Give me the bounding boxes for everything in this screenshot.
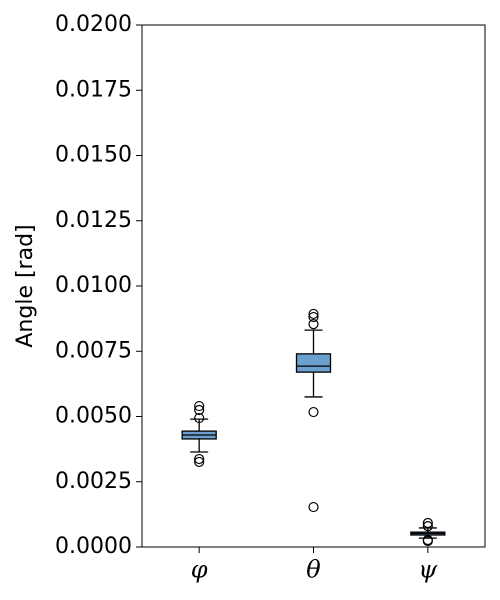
x-tick-label: φ	[191, 556, 208, 584]
outlier	[194, 400, 205, 412]
y-tick-label: 0.0125	[55, 208, 132, 233]
outlier	[194, 456, 205, 468]
y-tick-label: 0.0150	[55, 143, 132, 168]
outlier	[308, 319, 319, 330]
y-tick-label: 0.0025	[55, 469, 132, 494]
y-tick-label: 0.0175	[55, 77, 132, 102]
y-tick-label: 0.0050	[55, 404, 132, 429]
x-tick-label: ψ	[418, 556, 438, 584]
outlier	[194, 404, 205, 416]
outlier	[308, 308, 319, 320]
outlier	[194, 412, 205, 424]
y-tick-label: 0.0075	[55, 338, 132, 363]
outlier	[308, 501, 319, 513]
plot-frame	[141, 24, 486, 548]
outlier	[308, 311, 319, 323]
outlier	[422, 517, 433, 529]
y-tick-label: 0.0200	[55, 12, 132, 37]
outlier	[422, 535, 433, 547]
box	[295, 353, 332, 373]
x-tick-label: θ	[306, 556, 321, 584]
y-tick-label: 0.0000	[55, 534, 132, 559]
y-tick-label: 0.0100	[55, 273, 132, 298]
outlier	[194, 453, 205, 465]
y-axis-label: Angle [rad]	[13, 224, 38, 347]
outlier	[422, 521, 433, 532]
outlier	[308, 406, 319, 418]
